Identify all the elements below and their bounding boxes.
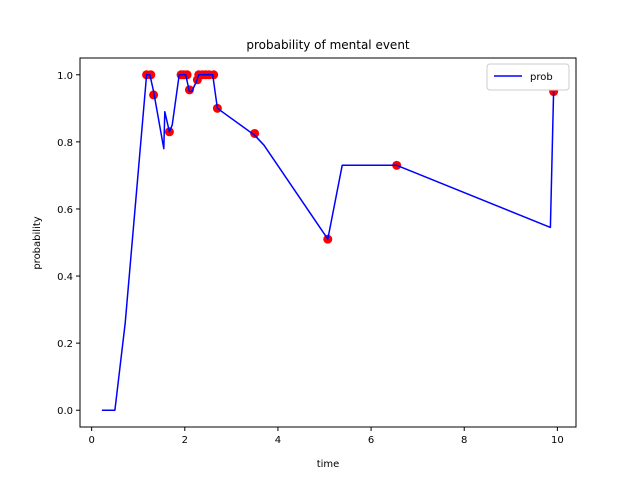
x-tick-label: 6: [368, 435, 374, 446]
x-tick-label: 0: [88, 435, 94, 446]
x-tick-label: 8: [461, 435, 467, 446]
x-tick-label: 2: [182, 435, 188, 446]
scatter-point: [146, 70, 156, 80]
plot-area: [79, 57, 577, 428]
legend-box: [486, 63, 570, 91]
y-tick-label: 0.6: [57, 205, 73, 216]
series-layer: [101, 70, 559, 411]
legend: prob: [486, 63, 570, 91]
series-line-prob: [101, 74, 555, 411]
x-tick-label: 10: [551, 435, 564, 446]
x-tick-label: 4: [275, 435, 281, 446]
y-axis-label: probability: [32, 216, 43, 269]
scatter-point: [250, 128, 260, 138]
x-axis-label: time: [317, 459, 340, 470]
y-tick-label: 1.0: [57, 71, 73, 82]
x-axis: 0 2 4 6 8 10: [88, 427, 564, 446]
scatter-point: [209, 70, 219, 80]
y-tick-label: 0.8: [57, 138, 73, 149]
axes-frame: [79, 57, 577, 428]
y-tick-label: 0.0: [57, 406, 73, 417]
scatter-point: [182, 70, 192, 80]
chart-title: probability of mental event: [246, 38, 410, 52]
y-tick-label: 0.4: [57, 272, 73, 283]
legend-label-prob: prob: [530, 72, 553, 83]
y-axis: 0.0 0.2 0.4 0.6 0.8 1.0: [57, 71, 80, 417]
y-tick-label: 0.2: [57, 339, 73, 350]
